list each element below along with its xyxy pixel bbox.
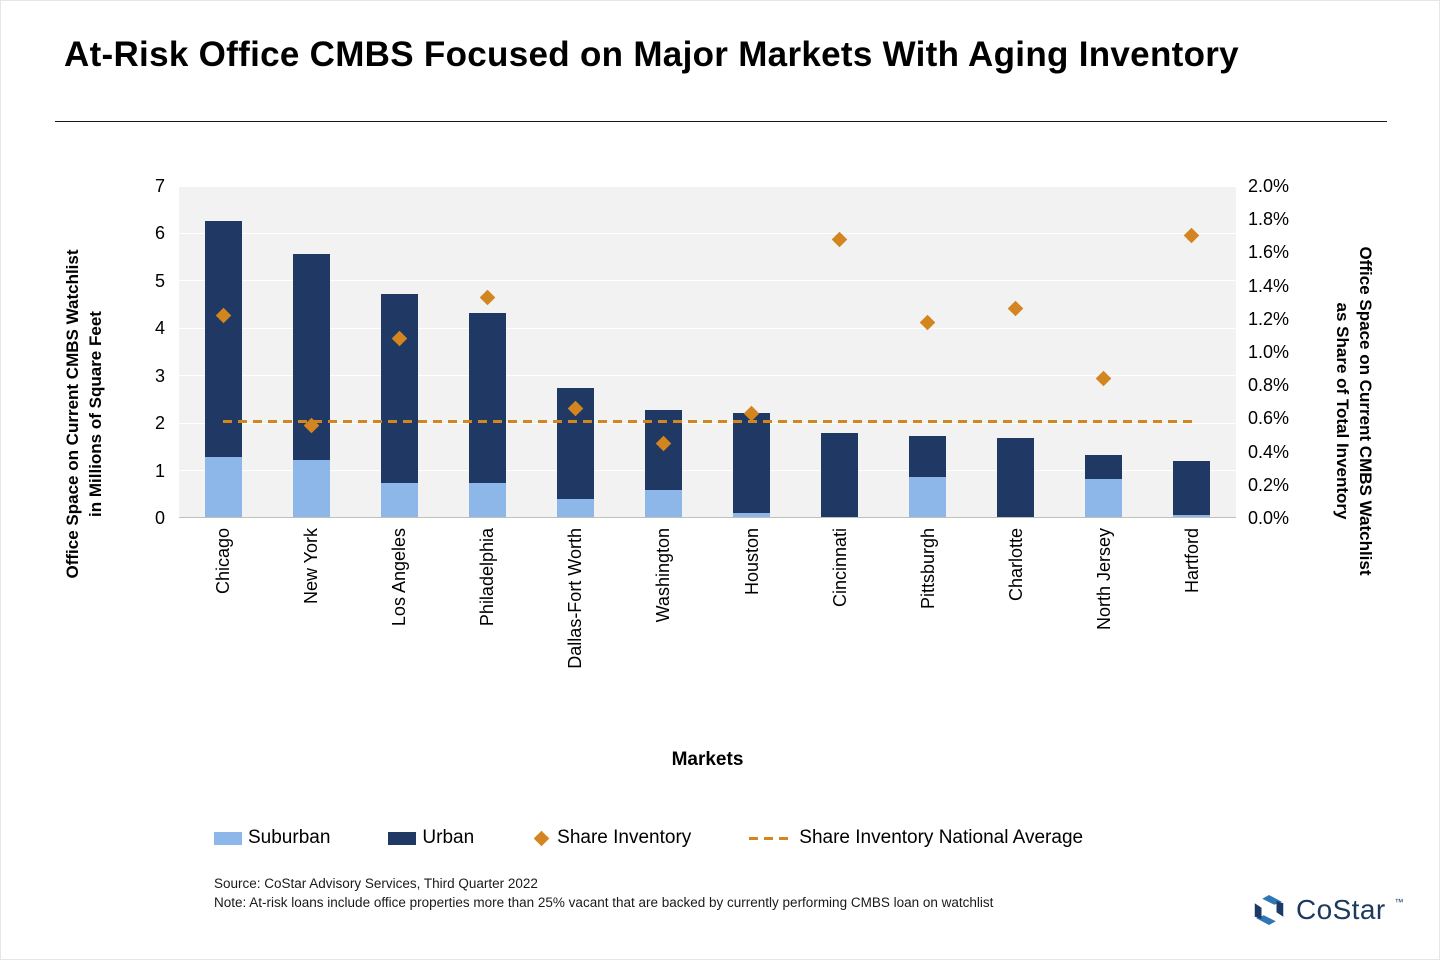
gridline — [179, 375, 1236, 377]
left-axis-tick-label: 3 — [154, 365, 165, 386]
costar-logo-text: CoStar — [1296, 894, 1386, 925]
bar-segment-suburban — [644, 489, 682, 517]
legend-label: Suburban — [248, 827, 331, 848]
trademark-symbol: ™ — [1394, 897, 1404, 907]
legend-swatch-share-inventory — [533, 830, 550, 846]
legend-swatch-suburban — [214, 831, 242, 845]
legend-swatch-share-inventory-national-average — [749, 836, 794, 840]
right-axis-tick-label: 1.8% — [1248, 209, 1290, 230]
x-axis-category-label: New York — [301, 528, 322, 605]
footnote: Note: At-risk loans include office prope… — [214, 894, 994, 910]
x-axis-category-label: Washington — [653, 528, 674, 623]
bar-segment-suburban — [733, 513, 771, 517]
left-axis-tick-label: 5 — [154, 270, 165, 291]
gridline — [179, 470, 1236, 472]
bar-segment-urban — [380, 294, 418, 483]
left-axis-tick-label: 1 — [154, 460, 165, 481]
x-axis-category-label: Charlotte — [1005, 528, 1026, 602]
x-axis-title: Markets — [671, 749, 744, 770]
bar-segment-suburban — [909, 477, 947, 517]
right-axis-tick-label: 1.6% — [1248, 242, 1290, 263]
gridline — [179, 327, 1236, 329]
bar-segment-urban — [997, 437, 1035, 517]
left-axis-tick-label: 4 — [154, 318, 165, 339]
bar-segment-suburban — [204, 456, 242, 517]
right-axis-tick-label: 0.4% — [1248, 441, 1290, 462]
legend-swatch-urban — [388, 831, 417, 845]
title-divider — [55, 121, 1387, 122]
bar-segment-urban — [821, 433, 859, 517]
legend-label: Urban — [422, 827, 475, 848]
right-axis-title: Office Space on Current CMBS Watchlist a… — [1333, 246, 1375, 576]
national-average-line — [223, 420, 1192, 424]
right-axis-tick-label: 1.2% — [1248, 308, 1290, 329]
left-axis-tick-label: 6 — [154, 223, 165, 244]
left-axis-tick-label: 2 — [154, 413, 165, 434]
right-axis-tick-label: 2.0% — [1248, 176, 1290, 196]
costar-logo: CoStar ™ — [1251, 892, 1404, 928]
share-inventory-marker — [1184, 228, 1200, 244]
left-axis-title: Office Space on Current CMBS Watchlist i… — [63, 249, 105, 579]
bar-segment-urban — [733, 412, 771, 514]
right-axis-tick-label: 1.0% — [1248, 342, 1290, 362]
legend-item-share-inventory-national-average: Share Inventory National Average — [749, 827, 1083, 849]
right-axis-tick-label: 0.2% — [1248, 474, 1290, 495]
x-axis-category-label: Dallas-Fort Worth — [565, 528, 586, 669]
gridline — [179, 232, 1236, 234]
left-axis-tick-label: 7 — [154, 176, 165, 196]
bar-segment-urban — [204, 220, 242, 457]
share-inventory-marker — [479, 289, 496, 305]
bar-segment-urban — [1173, 461, 1211, 515]
source-note: Source: CoStar Advisory Services, Third … — [214, 876, 538, 891]
right-axis-tick-label: 0.0% — [1248, 508, 1290, 528]
left-axis-tick-label: 0 — [154, 508, 165, 528]
bar-segment-urban — [468, 313, 506, 483]
right-axis-tick-label: 0.8% — [1248, 375, 1290, 396]
bar-segment-suburban — [380, 482, 418, 517]
legend: Suburban Urban Share Inventory Share Invent… — [214, 827, 1083, 849]
right-axis-tick-label: 0.6% — [1248, 408, 1290, 429]
legend-item-suburban: Suburban — [214, 827, 330, 849]
x-axis-category-label: Chicago — [213, 528, 234, 595]
x-axis-category-label: Houston — [741, 528, 762, 596]
x-axis-category-label: Cincinnati — [829, 528, 850, 608]
x-axis-category-label: Hartford — [1181, 528, 1202, 594]
share-inventory-marker — [1008, 301, 1024, 317]
x-axis-category-label: Los Angeles — [389, 528, 410, 627]
x-axis-category-label: North Jersey — [1093, 528, 1114, 631]
share-inventory-marker — [1096, 370, 1112, 387]
right-axis-tick-label: 1.4% — [1248, 275, 1290, 296]
x-axis-category-label: Pittsburgh — [917, 528, 938, 610]
bar-segment-suburban — [556, 498, 594, 517]
bar-segment-suburban — [468, 482, 506, 517]
x-axis-category-label: Philadelphia — [477, 528, 498, 627]
legend-label: Share Inventory National Average — [799, 827, 1084, 848]
bar-segment-suburban — [292, 460, 330, 517]
gridline — [179, 185, 1236, 187]
chart-title: At-Risk Office CMBS Focused on Major Mar… — [64, 35, 1239, 74]
bar-segment-urban — [1085, 454, 1123, 480]
plot-area — [179, 185, 1236, 518]
bar-segment-suburban — [1173, 514, 1211, 517]
legend-item-urban: Urban — [388, 827, 474, 849]
bar-segment-suburban — [1085, 479, 1123, 517]
legend-item-share-inventory: Share Inventory — [532, 827, 691, 849]
gridline — [179, 280, 1236, 282]
legend-label: Share Inventory — [557, 827, 692, 848]
costar-logo-icon — [1254, 895, 1284, 925]
footer: Source: CoStar Advisory Services, Third … — [214, 875, 993, 912]
bar-segment-urban — [909, 435, 947, 478]
